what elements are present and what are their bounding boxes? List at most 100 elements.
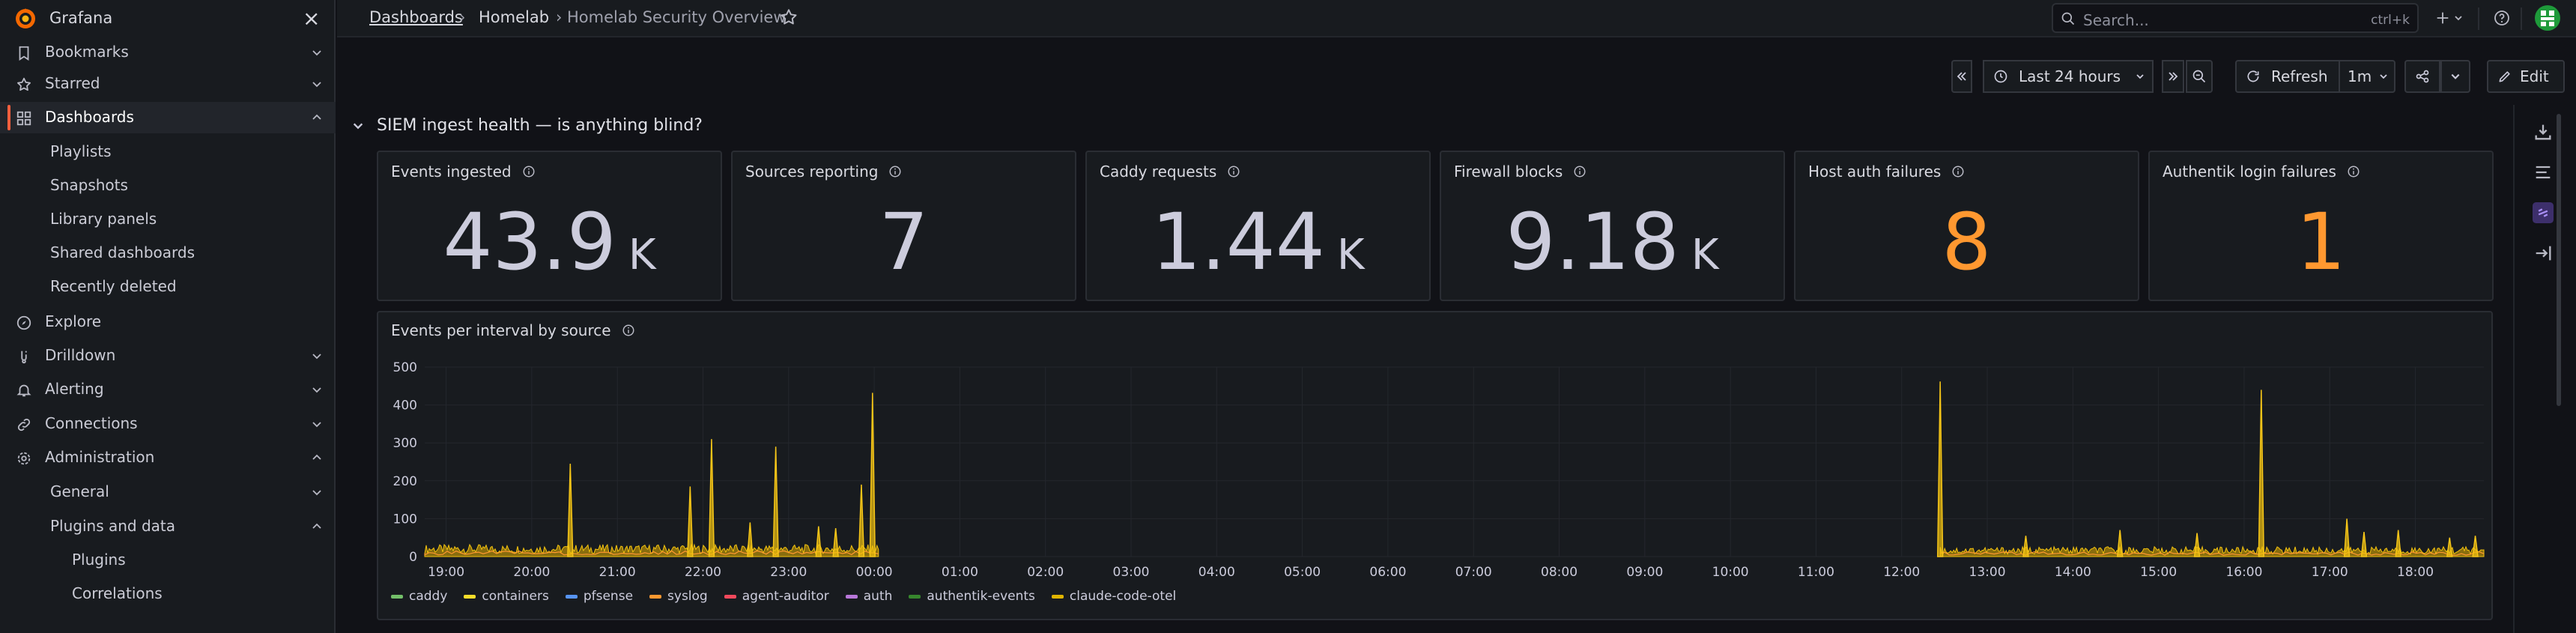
grafana-logo-icon[interactable]: [13, 7, 37, 31]
info-icon[interactable]: [622, 324, 635, 337]
star-icon: [17, 77, 31, 91]
legend-item[interactable]: authentik-events: [909, 589, 1035, 604]
legend-item[interactable]: pfsense: [565, 589, 633, 604]
stat-panel[interactable]: Host auth failures 8: [1794, 151, 2139, 301]
chevron-up-icon[interactable]: [312, 452, 322, 463]
sidebar-item-label: Dashboards: [45, 108, 134, 126]
plus-icon[interactable]: [2434, 10, 2451, 26]
sidebar-item-recently-deleted[interactable]: Recently deleted: [0, 271, 336, 303]
data-spike: [2193, 533, 2201, 557]
stat-panel[interactable]: Authentik login failures 1: [2148, 151, 2494, 301]
info-icon[interactable]: [1227, 165, 1240, 178]
zoom-out-button[interactable]: [2186, 60, 2213, 93]
y-tick-label: 200: [393, 474, 417, 489]
row-title[interactable]: SIEM ingest health — is anything blind?: [377, 116, 703, 135]
chevron-down-icon[interactable]: [312, 384, 322, 395]
sidebar-item-dashboards[interactable]: Dashboards: [0, 102, 336, 133]
time-shift-back-button[interactable]: [1951, 60, 1972, 93]
breadcrumb-homelab[interactable]: Homelab: [479, 8, 550, 26]
legend-label: claude-code-otel: [1069, 589, 1177, 604]
share-menu-button[interactable]: [2440, 60, 2470, 93]
sidebar-item-starred[interactable]: Starred: [0, 68, 336, 100]
sidebar-item-administration[interactable]: Administration: [0, 442, 336, 473]
sidebar-item-library-panels[interactable]: Library panels: [0, 204, 336, 235]
close-menu-icon[interactable]: ×: [303, 6, 321, 31]
sidebar-item-explore[interactable]: Explore: [0, 306, 336, 338]
refresh-button[interactable]: Refresh: [2235, 60, 2340, 93]
legend-label: containers: [482, 589, 549, 604]
divider: [2478, 7, 2479, 30]
sidebar-item-shared-dashboards[interactable]: Shared dashboards: [0, 237, 336, 269]
legend-item[interactable]: containers: [464, 589, 549, 604]
share-button[interactable]: [2404, 60, 2440, 93]
sidebar-item-label: Recently deleted: [50, 277, 177, 295]
time-range-picker[interactable]: Last 24 hours: [1983, 60, 2154, 93]
legend-item[interactable]: agent-auditor: [724, 589, 829, 604]
angle-double-right-icon: [2169, 72, 2178, 81]
y-tick-label: 500: [393, 360, 417, 375]
star-icon[interactable]: [779, 7, 798, 27]
legend-swatch: [565, 594, 578, 599]
chart-legend: caddy containers pfsense syslog agent-audito…: [391, 589, 1192, 604]
y-tick-label: 0: [409, 550, 417, 565]
sidebar-item-snapshots[interactable]: Snapshots: [0, 170, 336, 202]
legend-item[interactable]: caddy: [391, 589, 447, 604]
sidebar-item-correlations[interactable]: Correlations: [0, 578, 336, 610]
import-icon[interactable]: [2533, 121, 2554, 142]
user-avatar[interactable]: [2535, 5, 2560, 31]
data-spike: [815, 526, 822, 557]
stat-panel[interactable]: Caddy requests 1.44 K: [1085, 151, 1431, 301]
sidebar-item-general[interactable]: General: [0, 476, 336, 508]
stat-panel[interactable]: Sources reporting 7: [731, 151, 1076, 301]
chevron-down-icon[interactable]: [312, 419, 322, 429]
sidebar-item-label: Explore: [45, 312, 102, 330]
sidebar-item-bookmarks[interactable]: Bookmarks: [0, 37, 336, 68]
refresh-interval-picker[interactable]: 1m: [2339, 60, 2395, 93]
data-spike: [1936, 381, 1944, 557]
info-icon[interactable]: [1573, 165, 1586, 178]
sidebar-item-label: Starred: [45, 74, 100, 92]
sidebar-item-plugins[interactable]: Plugins: [0, 545, 336, 576]
scrollbar[interactable]: [2557, 114, 2561, 406]
legend-item[interactable]: auth: [845, 589, 892, 604]
outline-list-icon[interactable]: [2533, 162, 2554, 183]
stat-panel[interactable]: Events ingested 43.9 K: [377, 151, 722, 301]
help-icon[interactable]: [2493, 9, 2511, 27]
y-tick-label: 400: [393, 399, 417, 414]
chevron-up-icon[interactable]: [312, 112, 322, 123]
row-collapse-chevron-icon[interactable]: [352, 120, 364, 132]
breadcrumb-separator: ›: [556, 8, 563, 26]
info-icon[interactable]: [888, 165, 902, 178]
x-tick-label: 22:00: [685, 565, 721, 580]
info-icon[interactable]: [2347, 165, 2360, 178]
sidebar-item-plugins-and-data[interactable]: Plugins and data: [0, 511, 336, 542]
x-tick-label: 00:00: [856, 565, 893, 580]
legend-item[interactable]: syslog: [649, 589, 708, 604]
chevron-down-icon[interactable]: [312, 79, 322, 89]
chevron-down-icon[interactable]: [312, 487, 322, 497]
breadcrumb-separator: ›: [459, 8, 466, 26]
sidebar-item-alerting[interactable]: Alerting: [0, 374, 336, 405]
legend-item[interactable]: claude-code-otel: [1051, 589, 1177, 604]
breadcrumb-dashboards[interactable]: Dashboards: [369, 8, 463, 26]
data-spike: [687, 486, 694, 557]
sidebar-item-playlists[interactable]: Playlists: [0, 136, 336, 168]
chevron-down-icon[interactable]: [312, 47, 322, 58]
chevron-down-icon[interactable]: [312, 351, 322, 361]
sidebar-item-drilldown[interactable]: Drilldown: [0, 340, 336, 372]
time-shift-forward-button[interactable]: [2162, 60, 2184, 93]
timeseries-chart[interactable]: 0 100 200 300 400 500 19:00 20:00 21:00 22:00 23:0…: [378, 312, 2494, 622]
info-icon[interactable]: [1951, 165, 1965, 178]
edit-label: Edit: [2520, 67, 2549, 85]
search-input[interactable]: Search... ctrl+k: [2052, 3, 2419, 33]
sidebar-item-connections[interactable]: Connections: [0, 408, 336, 440]
chevron-up-icon[interactable]: [312, 521, 322, 532]
info-icon[interactable]: [522, 165, 536, 178]
timeseries-panel: Events per interval by source 0 100 200 300…: [377, 311, 2493, 620]
stat-panel[interactable]: Firewall blocks 9.18 K: [1440, 151, 1785, 301]
chevron-down-icon[interactable]: [2454, 13, 2463, 22]
pen-icon: [2499, 71, 2510, 82]
collapse-sidebar-icon[interactable]: [2533, 243, 2554, 264]
edit-button[interactable]: Edit: [2487, 60, 2565, 93]
code-link-icon[interactable]: [2533, 202, 2554, 223]
